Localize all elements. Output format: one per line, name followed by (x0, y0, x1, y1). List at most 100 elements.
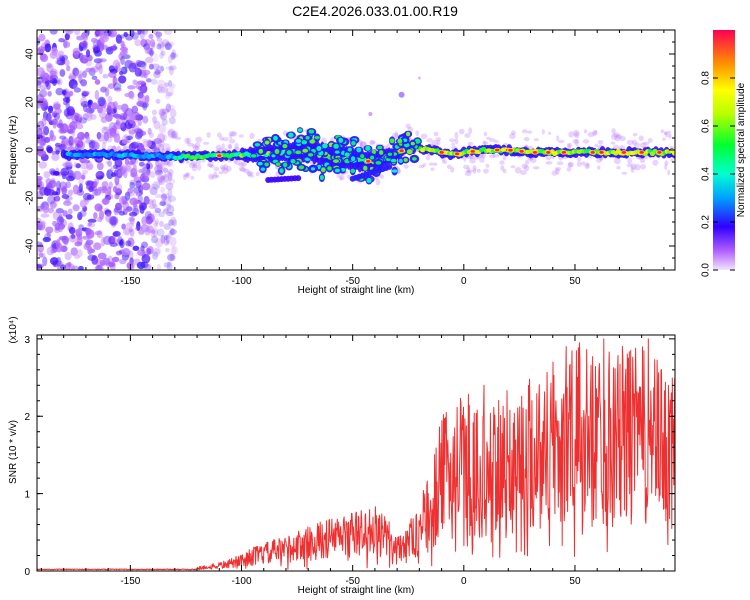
spectrogram-cell (109, 167, 113, 175)
spectrogram-cell (163, 234, 168, 241)
spectrogram-cell (49, 200, 57, 210)
spectrogram-cell (218, 171, 224, 175)
spectrogram-cell (105, 211, 112, 218)
spectrogram-cell (596, 165, 601, 170)
spectrogram-cell (405, 123, 411, 129)
spectrogram-cell (134, 67, 142, 77)
spectrogram-cell (96, 162, 104, 171)
spectrogram-cell (572, 138, 579, 144)
y-tick-label: 2 (24, 412, 30, 423)
spectrogram-cell (85, 107, 95, 114)
colorbar-tick-label: 0.2 (701, 215, 712, 229)
spectrogram-cell (639, 151, 644, 154)
spectrogram-cell (642, 141, 650, 145)
spectrogram-cell (157, 139, 165, 147)
spectrogram-cell (138, 161, 145, 167)
spectrogram-cell (158, 143, 165, 153)
spectrogram-cell (186, 137, 191, 144)
spectrogram-cell (105, 161, 110, 165)
spectrogram-cell (451, 142, 455, 146)
spectrogram-cell (390, 158, 397, 163)
spectrogram-cell (167, 171, 173, 182)
spectrogram-cell (377, 145, 383, 150)
spectrogram-cell (86, 112, 93, 122)
spectrogram-cell (166, 87, 175, 96)
spectrogram-cell (154, 207, 162, 213)
spectrogram-cell (159, 199, 167, 206)
spectrogram-cell (582, 139, 590, 144)
spectrogram-cell (168, 231, 173, 239)
spectrogram-cell (394, 131, 398, 138)
spectrogram-cell (165, 103, 172, 113)
spectrogram-cell (160, 234, 166, 244)
spectrogram-cell (128, 211, 138, 217)
spectrogram-cell (139, 84, 148, 94)
spectrogram-cell (120, 103, 129, 113)
spectrogram-cell (322, 143, 328, 149)
spectrogram-cell (163, 196, 172, 206)
spectrogram-cell (143, 172, 149, 179)
spectrogram-cell (74, 143, 81, 151)
spectrogram-cell (195, 136, 203, 143)
spectrogram-cell (583, 129, 588, 134)
spectrogram-cell (97, 252, 107, 260)
spectrogram-cell (621, 171, 628, 175)
spectrogram-cell (93, 242, 102, 251)
spectrogram-cell (155, 31, 161, 39)
spectrogram-cell (156, 228, 165, 237)
spectrogram-cell (72, 204, 80, 212)
spectrogram-cell (64, 198, 70, 204)
x-tick-label: -100 (232, 276, 252, 287)
spectrogram-cell (141, 163, 148, 169)
spectrogram-cell (132, 79, 138, 86)
spectrogram-cell (75, 119, 82, 125)
spectrogram-cell (169, 253, 175, 261)
spectrogram-cell (63, 41, 71, 48)
spectrogram-cell (136, 221, 141, 232)
spectrogram-cell (47, 105, 54, 114)
spectrogram-cell (161, 108, 170, 114)
spectrogram-cell (360, 154, 365, 159)
spectrogram-cell (137, 194, 143, 203)
spectrogram-cell (123, 145, 127, 150)
spectrogram-cell (146, 225, 154, 234)
spectrogram-cell (82, 112, 90, 121)
spectrogram-cell (103, 126, 111, 131)
spectrogram-cell (137, 146, 145, 150)
spectrogram-cell (66, 65, 71, 72)
spectrogram-y-axis-label: Frequency (Hz) (8, 116, 19, 185)
spectrogram-cell (368, 112, 373, 116)
figure-title: C2E4.2026.033.01.00.R19 (292, 3, 458, 19)
spectrogram-cell (61, 186, 67, 196)
spectrogram-cell (610, 133, 618, 140)
spectrogram-cell (371, 149, 377, 155)
spectrogram-cell (164, 43, 173, 51)
spectrogram-cell (149, 47, 154, 57)
spectrogram-cell (584, 162, 590, 170)
spectrogram-cell (399, 149, 404, 153)
spectrogram-cell (165, 233, 171, 240)
spectrogram-cell (142, 102, 148, 111)
spectrogram-heatmap (37, 30, 675, 270)
spectrogram-cell (148, 33, 154, 40)
spectrogram-cell (436, 139, 441, 146)
spectrogram-cell (222, 137, 229, 142)
spectrogram-cell (599, 151, 604, 154)
spectrogram-cell (59, 54, 69, 62)
spectrogram-cell (523, 136, 530, 142)
spectrogram-cell (127, 60, 136, 70)
spectrogram-cell (431, 139, 439, 147)
spectrogram-cell (147, 127, 152, 135)
spectrogram-cell (185, 172, 191, 179)
spectrogram-cell (257, 161, 263, 166)
spectrogram-cell (592, 130, 598, 137)
spectrogram-cell (639, 142, 647, 149)
spectrogram-cell (275, 162, 281, 167)
spectrogram-cell (435, 137, 441, 142)
spectrogram-cell (219, 136, 224, 141)
spectrogram-cell (216, 132, 222, 138)
spectrogram-cell (217, 154, 222, 158)
spectrogram-cell (60, 123, 69, 134)
spectrogram-cell (137, 249, 146, 256)
spectrogram-cell (468, 127, 473, 135)
